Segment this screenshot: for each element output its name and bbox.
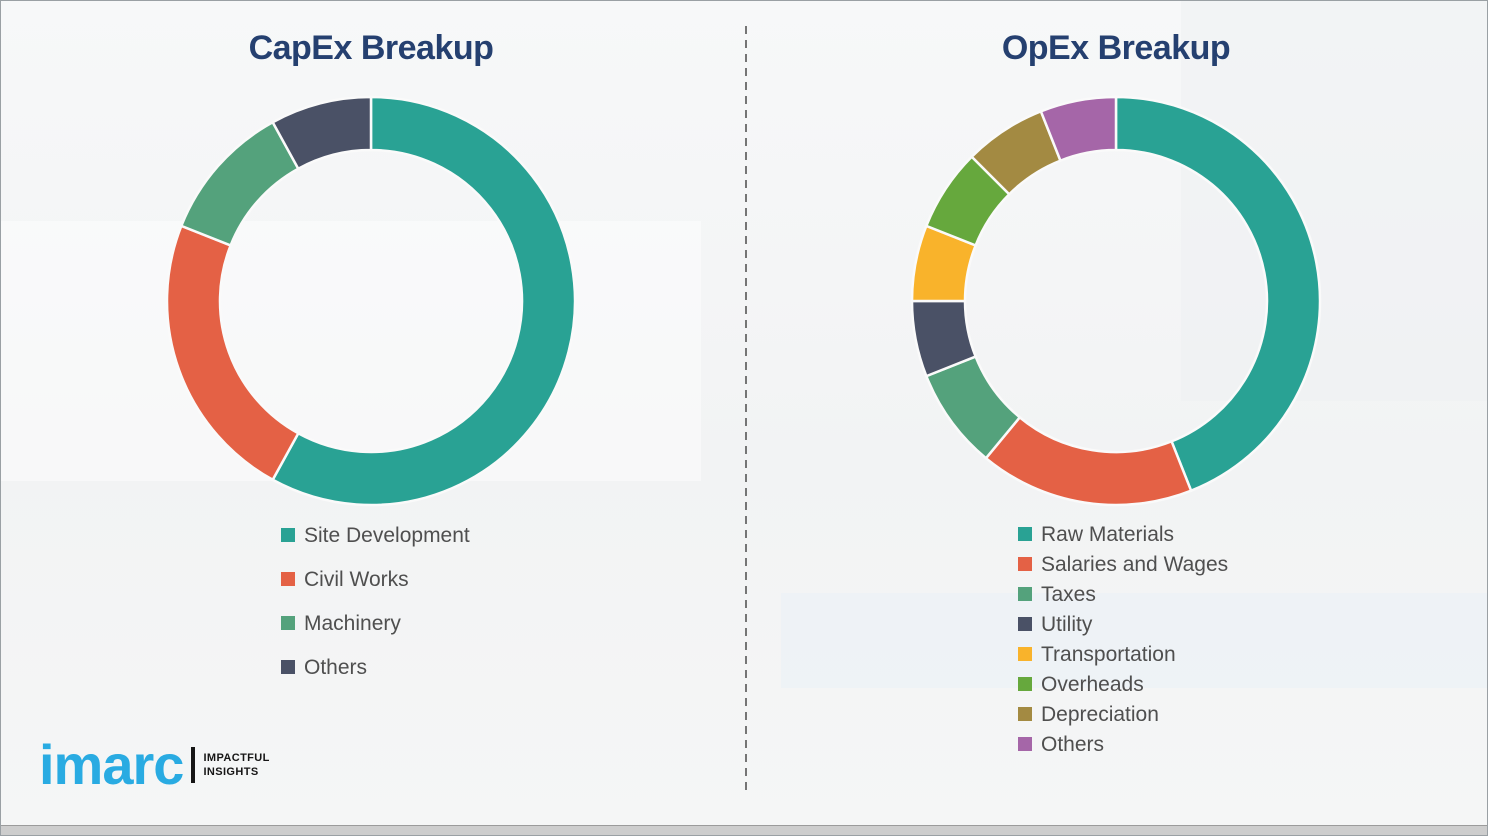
legend-swatch-others xyxy=(281,660,295,674)
legend-swatch-raw-materials xyxy=(1018,527,1032,541)
opex-donut-chart xyxy=(910,95,1322,507)
legend-label-site-development: Site Development xyxy=(304,523,470,547)
legend-swatch-utility xyxy=(1018,617,1032,631)
capex-chart-title: CapEx Breakup xyxy=(248,29,494,67)
donut-segment-salaries-and-wages xyxy=(984,415,1193,507)
legend-item-civil-works: Civil Works xyxy=(281,557,470,601)
legend-label-salaries-and-wages: Salaries and Wages xyxy=(1041,552,1229,576)
imarc-logo-tagline-line2: INSIGHTS xyxy=(203,765,259,778)
legend-swatch-overheads xyxy=(1018,677,1032,691)
legend-item-others: Others xyxy=(281,645,470,689)
opex-chart-title: OpEx Breakup xyxy=(1001,29,1231,67)
capex-donut-chart xyxy=(165,95,577,507)
imarc-logo: imarc IMPACTFUL INSIGHTS xyxy=(39,733,270,796)
legend-item-salaries-and-wages: Salaries and Wages xyxy=(1018,549,1228,579)
legend-swatch-machinery xyxy=(281,616,295,630)
legend-item-depreciation: Depreciation xyxy=(1018,699,1228,729)
legend-label-utility: Utility xyxy=(1041,612,1093,636)
legend-swatch-depreciation xyxy=(1018,707,1032,721)
imarc-logo-tagline-line1: IMPACTFUL xyxy=(203,751,270,764)
legend-label-raw-materials: Raw Materials xyxy=(1041,522,1175,546)
legend-label-others: Others xyxy=(304,655,368,679)
capex-legend: Site Development Civil Works Machinery Othe… xyxy=(281,513,470,689)
opex-legend: Raw Materials Salaries and Wages Taxes Util… xyxy=(1018,519,1228,759)
legend-swatch-civil-works xyxy=(281,572,295,586)
donut-segment-machinery xyxy=(179,120,300,248)
legend-item-taxes: Taxes xyxy=(1018,579,1228,609)
legend-label-civil-works: Civil Works xyxy=(304,567,409,591)
donut-segment-civil-works xyxy=(165,224,300,482)
legend-label-depreciation: Depreciation xyxy=(1041,702,1159,726)
legend-swatch-taxes xyxy=(1018,587,1032,601)
dashed-divider-line xyxy=(745,26,747,791)
legend-label-taxes: Taxes xyxy=(1041,582,1096,606)
legend-label-overheads: Overheads xyxy=(1041,672,1144,696)
legend-swatch-transportation xyxy=(1018,647,1032,661)
bottom-edge-strip xyxy=(1,825,1487,835)
legend-swatch-others xyxy=(1018,737,1032,751)
imarc-logo-divider-bar xyxy=(191,746,196,783)
legend-swatch-site-development xyxy=(281,528,295,542)
legend-label-machinery: Machinery xyxy=(304,611,401,635)
legend-label-others: Others xyxy=(1041,732,1105,756)
legend-item-raw-materials: Raw Materials xyxy=(1018,519,1228,549)
legend-item-overheads: Overheads xyxy=(1018,669,1228,699)
donut-segment-raw-materials xyxy=(1114,95,1322,493)
donut-segment-others xyxy=(1039,95,1118,163)
donut-segment-site-development xyxy=(271,95,577,507)
legend-item-utility: Utility xyxy=(1018,609,1228,639)
legend-item-machinery: Machinery xyxy=(281,601,470,645)
imarc-logo-wordmark: imarc xyxy=(39,733,184,796)
legend-item-transportation: Transportation xyxy=(1018,639,1228,669)
legend-item-others: Others xyxy=(1018,729,1228,759)
legend-label-transportation: Transportation xyxy=(1041,642,1176,666)
donut-segment-others xyxy=(271,95,373,171)
legend-item-site-development: Site Development xyxy=(281,513,470,557)
legend-swatch-salaries-and-wages xyxy=(1018,557,1032,571)
imarc-logo-tagline: IMPACTFUL INSIGHTS xyxy=(203,751,269,780)
